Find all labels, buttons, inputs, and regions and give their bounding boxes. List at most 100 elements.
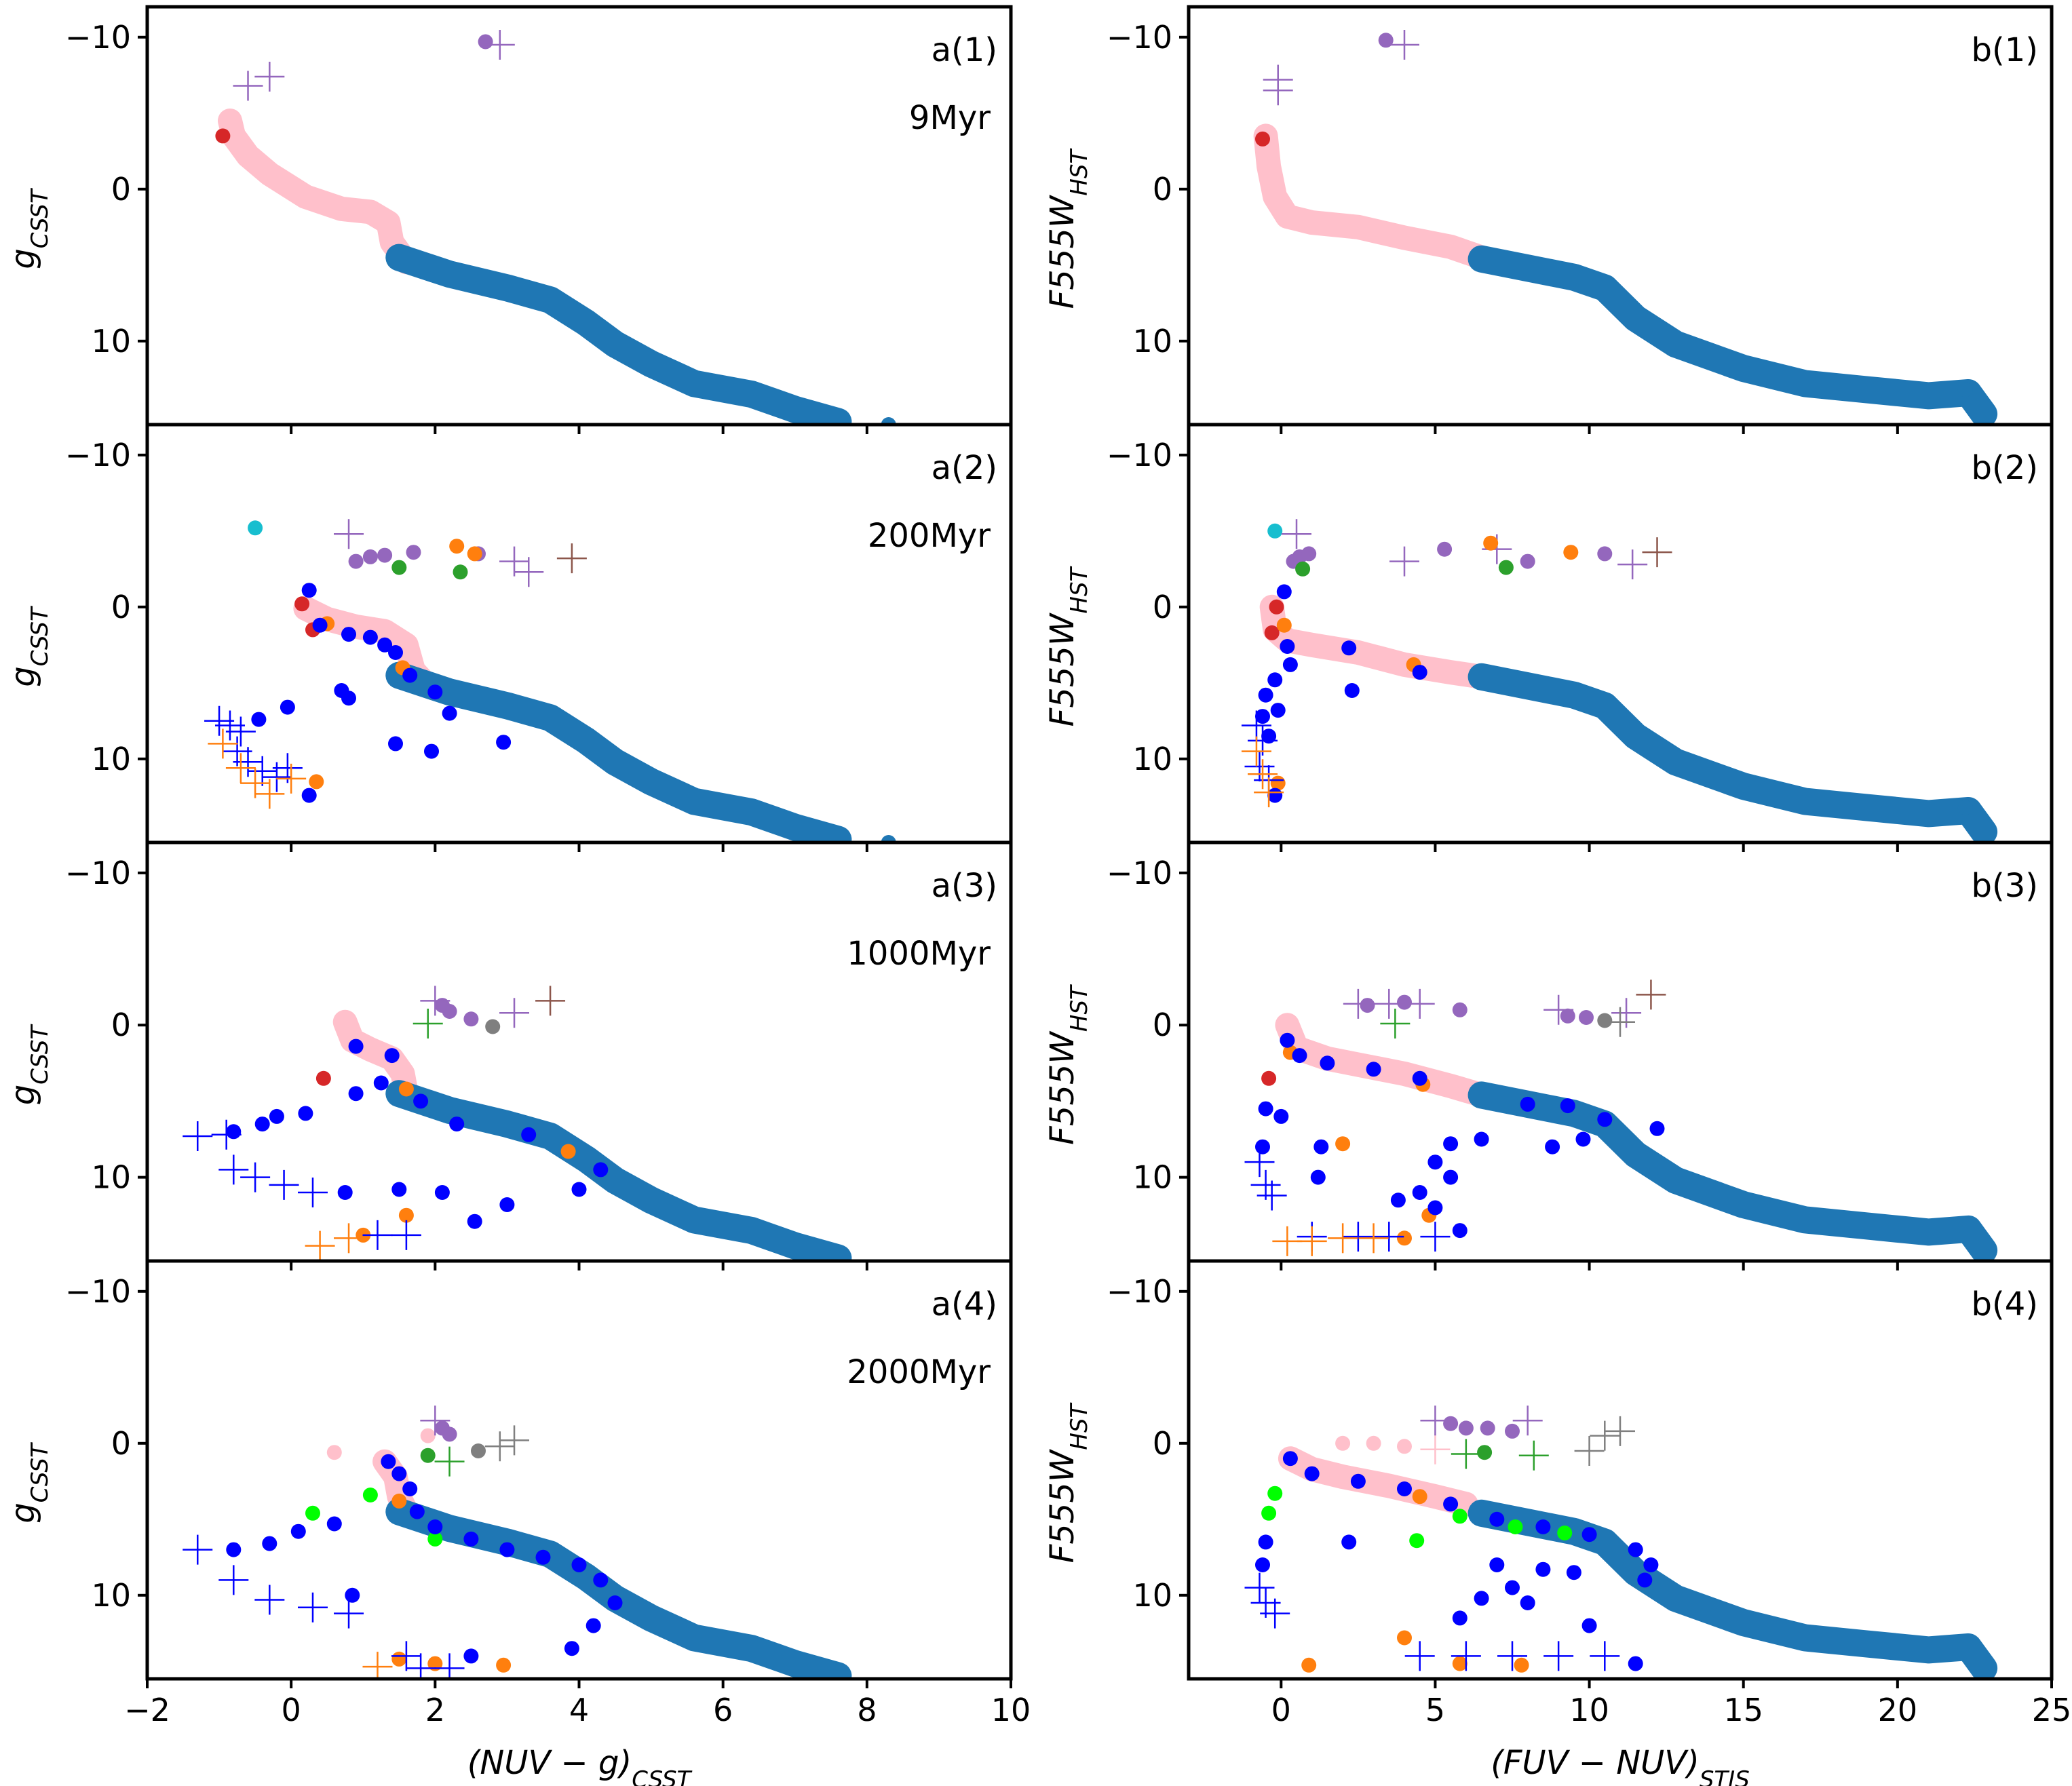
- y-axis-label: F555WHST: [1043, 566, 1093, 726]
- panel-frame: [145, 5, 1013, 427]
- data-cross-wd: [1241, 710, 1271, 741]
- data-point-wd: [262, 1536, 277, 1551]
- data-point-purple: [478, 34, 493, 50]
- data-point-purple: [1505, 1423, 1520, 1439]
- data-point-wd: [1280, 639, 1295, 654]
- data-point-wd: [1313, 1139, 1329, 1154]
- y-axis-label-sub: CSST: [26, 1024, 54, 1084]
- data-point-orange: [1397, 1630, 1412, 1646]
- y-axis-label-main: g: [4, 1502, 42, 1523]
- data-point-wd: [1452, 1223, 1467, 1239]
- data-point-wd: [1292, 1048, 1307, 1064]
- data-cross-wd: [334, 1598, 364, 1629]
- data-cross-purple: [1512, 1405, 1543, 1436]
- data-cross-purple: [1420, 1405, 1451, 1436]
- data-point-wd: [1412, 1185, 1427, 1200]
- y-tick-label: −10: [1107, 855, 1172, 891]
- y-tick-label: 10: [91, 323, 131, 360]
- y-tick-label: 10: [1132, 1159, 1172, 1196]
- y-tick-label: −10: [1107, 19, 1172, 56]
- data-point-red: [294, 596, 310, 612]
- data-point-wd: [449, 1117, 465, 1132]
- x-tick-label: 8: [857, 1692, 877, 1728]
- data-point-wd: [1258, 1101, 1273, 1117]
- data-point-orange: [391, 1493, 407, 1509]
- y-tick-label: −10: [65, 855, 131, 891]
- data-cross-purple: [484, 30, 515, 60]
- y-axis-label: gCSST: [4, 606, 54, 687]
- y-tick-label: 0: [1153, 1007, 1172, 1043]
- data-cross-purple: [254, 62, 285, 92]
- y-tick-label: 10: [91, 1577, 131, 1614]
- data-cross-purple: [499, 998, 530, 1028]
- data-point-green: [420, 1448, 436, 1463]
- main-sequence-track: [1467, 1499, 1998, 1679]
- data-point-wd: [1267, 788, 1283, 803]
- data-point-wd: [571, 1182, 587, 1197]
- age-label: 1000Myr: [847, 935, 991, 973]
- data-cross-wd: [1244, 1147, 1275, 1178]
- y-axis-label: gCSST: [4, 1024, 54, 1105]
- data-cross-purple: [1263, 64, 1293, 95]
- data-point-wd: [1350, 1473, 1366, 1489]
- data-cross-wd: [1244, 752, 1275, 781]
- data-cross-purple: [499, 546, 530, 577]
- data-point-wd: [1258, 687, 1273, 703]
- x-tick-label: 0: [1271, 1692, 1291, 1728]
- data-point-ms: [1957, 382, 1973, 397]
- data-point-purple: [1480, 1420, 1495, 1436]
- panel-data: [183, 1405, 852, 1679]
- data-point-wd: [1566, 1565, 1581, 1580]
- y-tick-label: 10: [1132, 323, 1172, 360]
- data-point-wd: [413, 1093, 429, 1109]
- data-point-wd: [251, 712, 267, 727]
- data-cross-gray: [499, 1425, 530, 1456]
- data-point-lime: [1557, 1526, 1573, 1540]
- data-point-wd: [1581, 1618, 1597, 1633]
- y-axis-label-sub: HST: [1066, 148, 1093, 195]
- data-point-wd: [402, 1481, 418, 1496]
- data-cross-purple: [420, 986, 450, 1016]
- data-cross-purple: [233, 71, 263, 101]
- data-point-wd: [1489, 1511, 1505, 1527]
- data-point-orange: [1412, 1489, 1427, 1504]
- data-point-gray: [1597, 1013, 1613, 1028]
- data-point-wd: [301, 788, 317, 803]
- data-cross-orange: [276, 763, 307, 794]
- data-cross-wd: [1497, 1641, 1527, 1671]
- x-tick-label: 4: [569, 1692, 589, 1728]
- data-point-gray: [485, 1019, 501, 1034]
- y-axis-label: gCSST: [4, 1442, 54, 1523]
- x-tick-label: 0: [282, 1692, 301, 1728]
- data-point-wd: [384, 1048, 400, 1064]
- data-point-purple: [463, 1011, 479, 1027]
- data-point-wd: [348, 1086, 364, 1102]
- data-point-wd: [535, 1549, 551, 1565]
- data-point-purple: [377, 547, 393, 563]
- data-point-purple: [1443, 1416, 1459, 1431]
- panel-data: [204, 519, 896, 842]
- data-point-wd: [1520, 1595, 1535, 1610]
- data-point-wd: [442, 705, 457, 721]
- data-point-giant: [326, 1445, 342, 1460]
- x-tick-label: 6: [713, 1692, 733, 1728]
- data-cross-wd: [297, 1592, 328, 1623]
- data-cross-brown: [1636, 979, 1666, 1010]
- data-point-orange: [560, 1144, 576, 1159]
- data-cross-wd: [254, 1585, 285, 1615]
- data-cross-purple: [334, 519, 364, 549]
- data-point-wd: [391, 1466, 407, 1481]
- data-point-wd: [1637, 1572, 1653, 1588]
- data-point-wd: [1597, 1112, 1613, 1127]
- data-point-wd: [1255, 709, 1270, 724]
- y-axis-label: F555WHST: [1043, 1402, 1093, 1563]
- data-cross-wd: [362, 1220, 393, 1250]
- data-point-wd: [607, 1595, 623, 1610]
- data-point-green: [1295, 561, 1311, 577]
- data-point-purple: [1458, 1420, 1474, 1436]
- data-cross-purple: [1389, 30, 1419, 60]
- data-cross-wd: [1420, 1222, 1451, 1252]
- data-cross-orange: [1248, 759, 1278, 790]
- panel-data: [1244, 979, 1998, 1261]
- data-cross-brown: [535, 986, 566, 1016]
